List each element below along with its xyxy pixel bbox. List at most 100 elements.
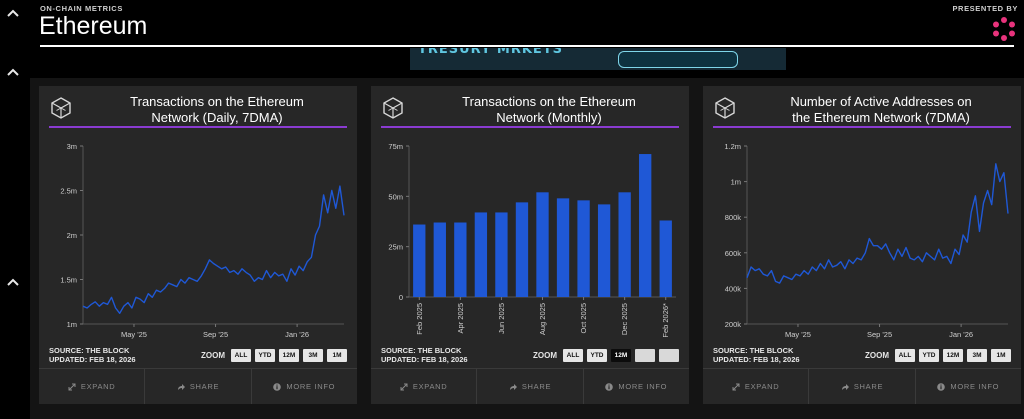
share-label: SHARE [189,382,220,391]
bar [433,222,446,297]
series-line [82,185,345,314]
chart-title: Transactions on the Ethereum Network (Mo… [419,94,679,126]
bar [495,212,508,297]
ad-banner-button[interactable] [618,51,738,68]
line-chart-daily-transactions[interactable]: 1m 1.5m 2m 2.5m 3m May '25 Sep '25 Jan '26 [39,134,357,344]
chart-title-line: Number of Active Addresses on [790,94,972,109]
collapse-chevron-icon[interactable] [6,7,20,21]
chart-title-line: Network (Monthly) [496,110,602,125]
chart-svg: 0 25m 50m 75m Feb 2025 Apr 2025 Jun 2025 Aug 20… [388,142,676,338]
collapse-chevron-icon[interactable] [6,66,20,80]
chart-title-line: Transactions on the Ethereum [462,94,636,109]
zoom-blank-button[interactable] [659,348,679,362]
zoom-label: ZOOM [533,350,557,360]
more-info-button[interactable]: MORE INFO [584,369,689,404]
zoom-label: ZOOM [201,350,225,360]
zoom-12m-button[interactable]: 12M [611,348,631,362]
series-line [746,163,1009,284]
y-tick-label: 1m [731,178,741,187]
y-tick-label: 1.2m [724,142,741,151]
zoom-12m-button[interactable]: 12M [279,348,299,362]
ad-banner[interactable]: TRESURY MRKETS [410,48,786,70]
bar [597,204,611,297]
title-underline [381,126,679,128]
zoom-label: ZOOM [865,350,889,360]
y-tick-label: 1.5m [60,276,77,285]
source-label: SOURCE: THE BLOCK [381,346,462,355]
zoom-ytd-button[interactable]: YTD [587,348,607,362]
chart-title: Transactions on the Ethereum Network (Da… [87,94,347,126]
more-info-label: MORE INFO [950,382,1000,391]
chart-card-active-addresses: Number of Active Addresses on the Ethere… [703,86,1021,404]
y-tick-label: 50m [388,192,403,201]
x-tick-label: Jun 2025 [497,303,506,334]
bar [413,224,426,297]
zoom-controls: ZOOM ALL YTD 12M 3M 1M [865,348,1011,362]
zoom-ytd-button[interactable]: YTD [255,348,275,362]
y-tick-label: 2m [67,231,77,240]
more-info-button[interactable]: MORE INFO [252,369,357,404]
more-info-label: MORE INFO [286,382,336,391]
zoom-ytd-button[interactable]: YTD [919,348,939,362]
chart-source: SOURCE: THE BLOCK UPDATED: FEB 18, 2026 [381,346,468,364]
zoom-12m-button[interactable]: 12M [943,348,963,362]
share-icon [509,383,517,390]
share-button[interactable]: SHARE [809,369,916,404]
info-icon [937,382,946,391]
share-label: SHARE [521,382,552,391]
bar [474,212,488,297]
chart-svg: 200k 400k 600k 800k 1m 1.2m May '25 Sep '25 Jan … [724,142,1009,339]
ad-banner-text: TRESURY MRKETS [418,48,564,57]
x-tick-label: Jan '26 [285,330,309,339]
updated-label: UPDATED: FEB 18, 2026 [49,355,136,364]
expand-button[interactable]: EXPAND [703,369,810,404]
share-button[interactable]: SHARE [145,369,252,404]
x-tick-label: Aug 2025 [538,303,547,335]
y-tick-label: 75m [388,142,403,151]
collapse-chevron-icon[interactable] [6,276,20,290]
x-tick-label: Dec 2025 [620,303,629,335]
zoom-all-button[interactable]: ALL [563,348,583,362]
bar [515,202,529,297]
bar [536,192,549,297]
zoom-1m-button[interactable]: 1M [991,348,1011,362]
share-icon [841,383,849,390]
zoom-all-button[interactable]: ALL [895,348,915,362]
expand-button[interactable]: EXPAND [371,369,478,404]
line-chart-active-addresses[interactable]: 200k 400k 600k 800k 1m 1.2m May '25 Sep '25 Jan … [703,134,1021,344]
chart-card-monthly-transactions: Transactions on the Ethereum Network (Mo… [371,86,689,404]
share-icon [177,383,185,390]
bar [454,222,467,297]
the-block-icon [713,96,737,120]
updated-label: UPDATED: FEB 18, 2026 [381,355,468,364]
source-label: SOURCE: THE BLOCK [713,346,794,355]
x-tick-label: Jan '26 [949,330,973,339]
page-title: Ethereum [39,12,148,40]
y-tick-label: 600k [725,249,742,258]
page-header: ON-CHAIN METRICS Ethereum PRESENTED BY [30,0,1024,52]
zoom-all-button[interactable]: ALL [231,348,251,362]
bar-chart-monthly-transactions[interactable]: 0 25m 50m 75m Feb 2025 Apr 2025 Jun 2025 Aug 20… [371,134,689,344]
zoom-blank-button[interactable] [635,348,655,362]
zoom-3m-button[interactable]: 3M [303,348,323,362]
chart-svg: 1m 1.5m 2m 2.5m 3m May '25 Sep '25 Jan '26 [60,142,345,339]
expand-label: EXPAND [412,382,448,391]
x-tick-label: Sep '25 [867,330,892,339]
expand-button[interactable]: EXPAND [39,369,146,404]
x-tick-label: May '25 [785,330,811,339]
more-info-button[interactable]: MORE INFO [916,369,1021,404]
title-underline [713,126,1011,128]
bar [639,154,652,297]
chart-card-daily-transactions: Transactions on the Ethereum Network (Da… [39,86,357,404]
section-kicker: ON-CHAIN METRICS [40,4,123,13]
y-tick-label: 2.5m [60,187,77,196]
sponsor-logo-icon[interactable] [991,16,1017,42]
zoom-1m-button[interactable]: 1M [327,348,347,362]
chart-source: SOURCE: THE BLOCK UPDATED: FEB 18, 2026 [713,346,800,364]
chart-title-line: the Ethereum Network (7DMA) [792,110,970,125]
share-button[interactable]: SHARE [477,369,584,404]
zoom-3m-button[interactable]: 3M [967,348,987,362]
y-tick-label: 3m [67,142,77,151]
source-label: SOURCE: THE BLOCK [49,346,130,355]
